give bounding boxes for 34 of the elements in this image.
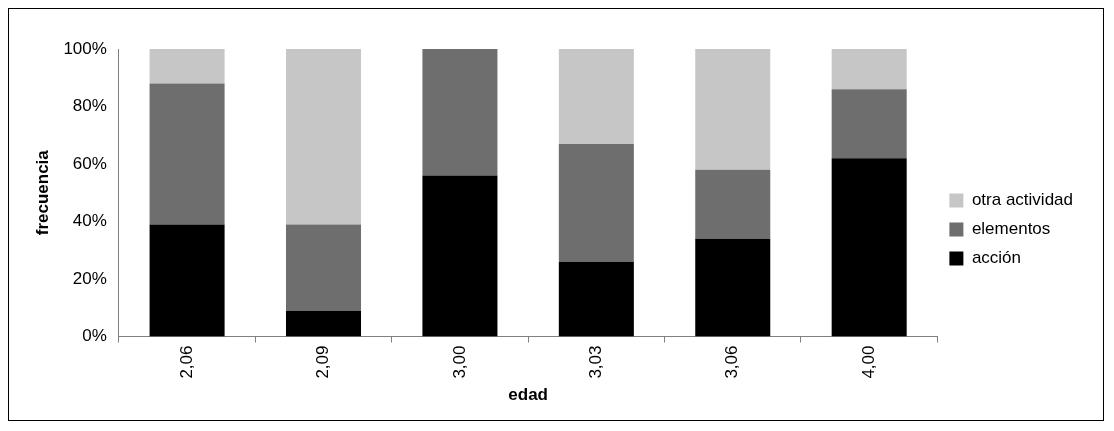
- bar: [558, 261, 634, 337]
- bar: [285, 224, 362, 311]
- bar: [285, 310, 362, 337]
- x-tick-label: 4,00: [858, 345, 878, 379]
- y-tick-label: 40%: [72, 211, 107, 231]
- y-tick-label: 20%: [72, 268, 107, 288]
- x-tick-label: 3,00: [449, 345, 469, 379]
- bar: [695, 238, 771, 337]
- bar: [831, 89, 907, 159]
- y-tick-label: 60%: [72, 153, 107, 173]
- x-axis-title: edad: [508, 385, 548, 405]
- x-tick-label: 2,06: [176, 345, 196, 379]
- x-tick-label: 2,09: [313, 345, 333, 379]
- legend-label: acción: [971, 248, 1022, 268]
- y-tick-label: 100%: [63, 38, 107, 58]
- bar: [422, 175, 498, 337]
- bar: [149, 49, 225, 84]
- bar: [558, 143, 634, 262]
- y-tick-label: 80%: [72, 96, 107, 116]
- bar: [695, 169, 771, 239]
- y-tick-label: 0%: [82, 326, 107, 346]
- bar: [695, 49, 771, 170]
- legend-label: otra actividad: [971, 190, 1074, 210]
- bar: [422, 49, 498, 176]
- x-tick-label: 3,03: [586, 345, 606, 379]
- legend-label: elementos: [971, 219, 1051, 239]
- bar: [285, 49, 362, 225]
- bar: [558, 49, 634, 144]
- bar: [831, 158, 907, 337]
- bar: [831, 49, 907, 90]
- bar: [149, 83, 225, 225]
- y-axis-title: frecuencia: [32, 149, 52, 236]
- x-tick-label: 3,06: [722, 345, 742, 379]
- bar: [149, 224, 225, 337]
